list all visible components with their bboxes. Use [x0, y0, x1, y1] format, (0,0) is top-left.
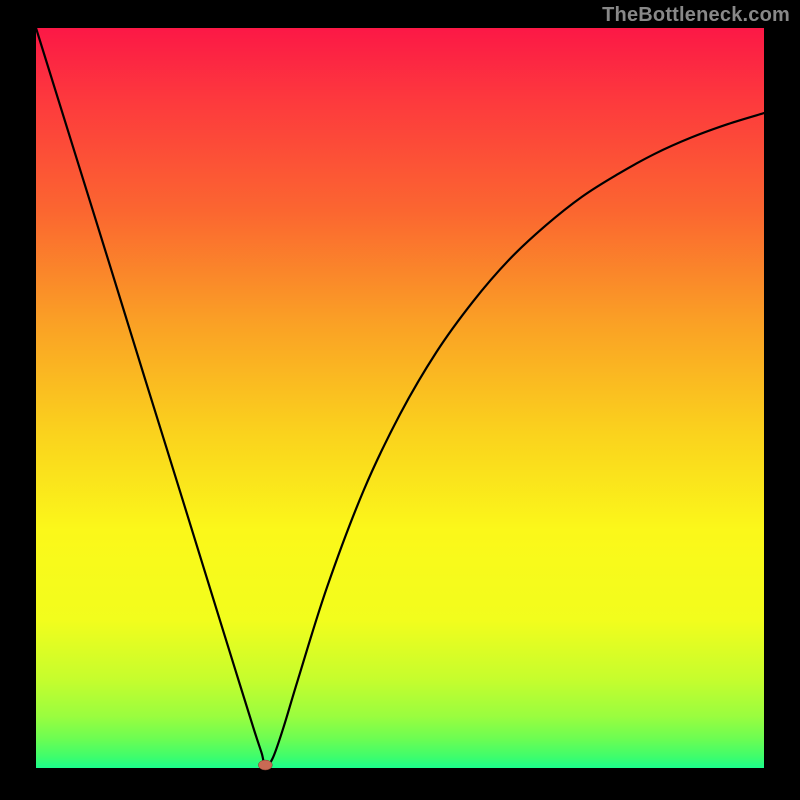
chart-svg — [0, 0, 800, 800]
watermark-text: TheBottleneck.com — [602, 4, 790, 27]
plot-background — [36, 28, 764, 768]
minimum-marker — [258, 760, 272, 770]
chart-container: TheBottleneck.com — [0, 0, 800, 800]
